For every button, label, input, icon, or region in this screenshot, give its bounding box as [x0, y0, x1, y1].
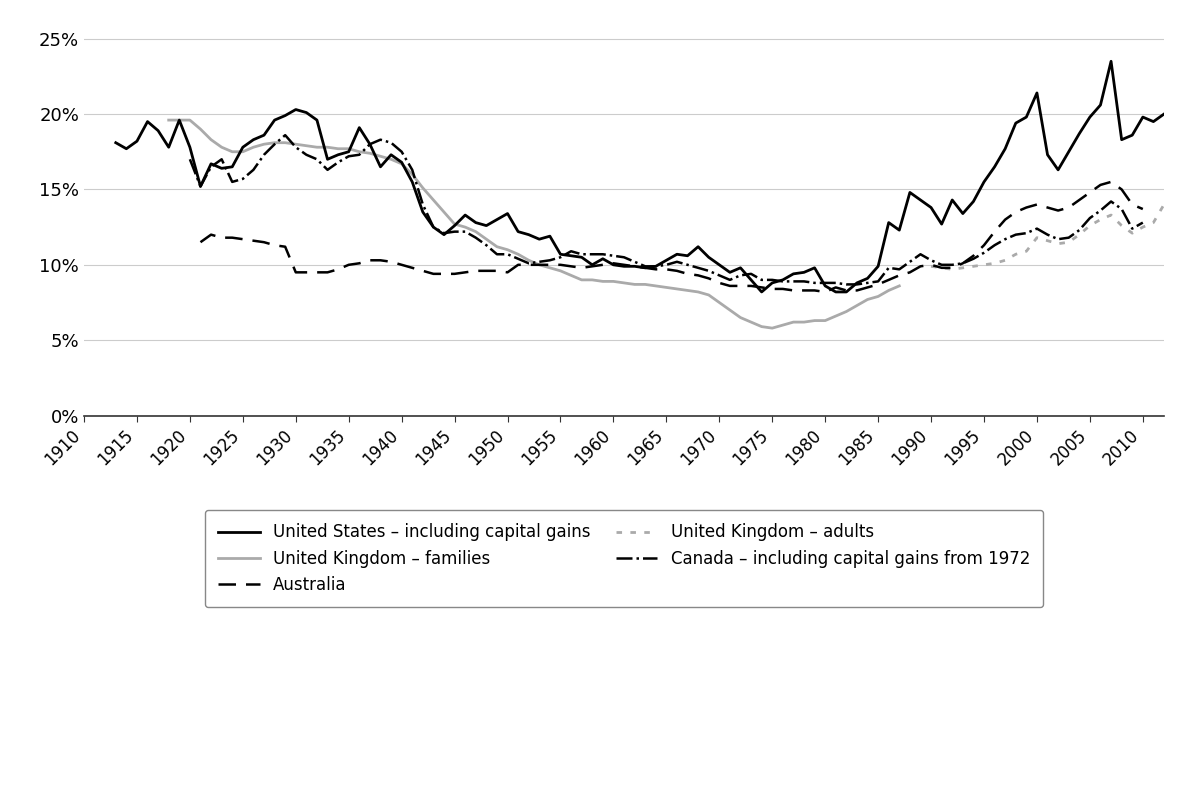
United Kingdom – families — [162, 116, 176, 125]
Canada – including capital gains from 1972 — [839, 279, 853, 289]
United Kingdom – adults — [1072, 230, 1086, 239]
United Kingdom – adults — [1157, 200, 1171, 209]
United Kingdom – adults — [1126, 228, 1140, 238]
Australia — [1104, 177, 1118, 187]
United States – including capital gains — [1126, 131, 1140, 140]
Canada – including capital gains from 1972 — [310, 154, 324, 164]
United Kingdom – adults — [1040, 236, 1055, 246]
United Kingdom – adults — [1135, 223, 1150, 232]
United States – including capital gains — [755, 287, 769, 297]
United Kingdom – adults — [998, 256, 1013, 265]
United Kingdom – adults — [946, 264, 960, 274]
Australia — [193, 238, 208, 247]
United Kingdom – adults — [966, 261, 980, 271]
United Kingdom – adults — [1019, 246, 1033, 256]
Australia — [1135, 205, 1150, 214]
United Kingdom – families — [786, 317, 800, 327]
United Kingdom – adults — [1082, 221, 1097, 231]
United States – including capital gains — [352, 123, 366, 132]
United Kingdom – families — [384, 154, 398, 164]
Australia — [479, 266, 493, 275]
United Kingdom – adults — [1093, 215, 1108, 224]
Line: Canada – including capital gains from 1972: Canada – including capital gains from 19… — [190, 135, 1142, 284]
Australia — [818, 287, 833, 297]
United Kingdom – families — [331, 144, 346, 153]
United Kingdom – adults — [935, 263, 949, 272]
United Kingdom – families — [564, 271, 578, 280]
United States – including capital gains — [1157, 109, 1171, 119]
Australia — [1008, 207, 1022, 216]
United Kingdom – adults — [1115, 221, 1129, 231]
United States – including capital gains — [1104, 57, 1118, 66]
Australia — [1115, 185, 1129, 194]
United States – including capital gains — [1082, 113, 1097, 122]
United Kingdom – adults — [1008, 249, 1022, 259]
Legend: United States – including capital gains, United Kingdom – families, Australia, U: United States – including capital gains,… — [205, 510, 1043, 608]
Canada – including capital gains from 1972 — [182, 154, 197, 164]
Canada – including capital gains from 1972 — [415, 200, 430, 209]
Australia — [860, 283, 875, 292]
Canada – including capital gains from 1972 — [1126, 224, 1140, 234]
United States – including capital gains — [108, 138, 122, 147]
Canada – including capital gains from 1972 — [1008, 230, 1022, 239]
United Kingdom – adults — [1104, 210, 1118, 220]
United Kingdom – adults — [955, 263, 970, 272]
United Kingdom – families — [797, 317, 811, 327]
United Kingdom – adults — [1051, 239, 1066, 249]
Line: United Kingdom – families: United Kingdom – families — [169, 120, 899, 328]
Line: United Kingdom – adults: United Kingdom – adults — [931, 205, 1164, 269]
Australia — [320, 268, 335, 277]
Canada – including capital gains from 1972 — [278, 131, 293, 140]
United Kingdom – families — [892, 281, 906, 290]
United States – including capital gains — [733, 263, 748, 272]
United Kingdom – families — [766, 323, 780, 333]
United Kingdom – adults — [924, 261, 938, 271]
Australia — [988, 227, 1002, 236]
United Kingdom – adults — [988, 259, 1002, 268]
Canada – including capital gains from 1972 — [437, 228, 451, 238]
United Kingdom – adults — [1062, 238, 1076, 247]
United States – including capital gains — [648, 261, 662, 271]
Canada – including capital gains from 1972 — [744, 269, 758, 279]
United Kingdom – adults — [1146, 218, 1160, 227]
United Kingdom – adults — [977, 260, 991, 269]
Canada – including capital gains from 1972 — [1135, 218, 1150, 227]
United Kingdom – adults — [1030, 233, 1044, 242]
Line: United States – including capital gains: United States – including capital gains — [115, 61, 1164, 292]
United States – including capital gains — [310, 116, 324, 125]
Line: Australia: Australia — [200, 182, 1142, 292]
United Kingdom – families — [257, 139, 271, 149]
